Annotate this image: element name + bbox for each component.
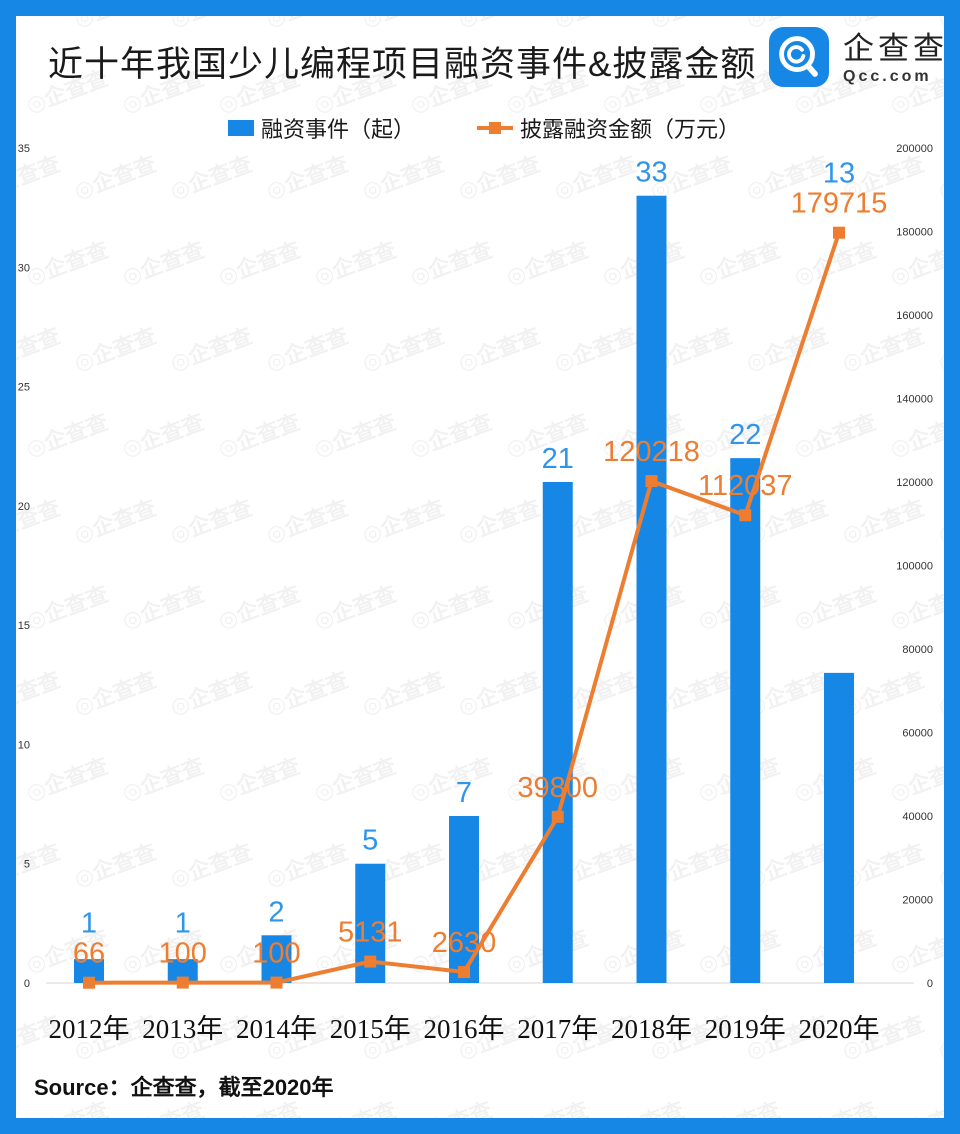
bar-value-label-2016年: 7	[456, 777, 472, 809]
line-value-label-2019年: 112037	[698, 470, 793, 502]
line-marker-2020年	[833, 226, 845, 239]
right-axis-tick: 200000	[896, 143, 933, 155]
left-axis-tick: 10	[18, 739, 30, 751]
right-axis-tick: 100000	[896, 561, 933, 573]
x-axis-label-2016年: 2016年	[424, 1014, 505, 1044]
bar-value-label-2018年: 33	[635, 157, 667, 189]
line-marker-2018年	[645, 475, 658, 488]
bar-2012年	[74, 959, 104, 983]
left-axis-tick: 25	[18, 382, 30, 394]
qcc-logo-icon	[768, 26, 830, 93]
bar-value-label-2013年: 1	[175, 908, 191, 940]
bar-2013年	[167, 959, 198, 983]
right-axis-tick: 160000	[896, 310, 933, 322]
page-title: 近十年我国少儿编程项目融资事件&披露金额	[48, 45, 757, 84]
line-marker-2017年	[551, 810, 564, 823]
qcc-logo-domain: Qcc.com	[843, 67, 932, 85]
bar-value-label-2015年: 5	[362, 825, 378, 857]
right-axis-tick: 120000	[896, 477, 933, 489]
x-axis-label-2018年: 2018年	[611, 1014, 692, 1044]
x-axis-label-2013年: 2013年	[142, 1014, 223, 1044]
line-marker-2019年	[739, 509, 752, 522]
x-axis-label-2019年: 2019年	[705, 1014, 786, 1044]
right-axis-tick: 0	[927, 978, 933, 990]
bar-swatch-icon	[228, 120, 254, 136]
left-axis-tick: 30	[18, 262, 30, 274]
line-marker-2013年	[176, 976, 189, 989]
x-axis-label-2017年: 2017年	[517, 1014, 598, 1044]
legend-label-line: 披露融资金额（万元）	[520, 117, 741, 142]
line-marker-2012年	[83, 976, 95, 989]
left-axis-tick: 35	[18, 143, 30, 155]
qcc-logo-text: 企查查 Qcc.com	[843, 31, 948, 85]
right-axis-tick: 60000	[902, 728, 933, 740]
x-axis-label-2015年: 2015年	[330, 1014, 411, 1044]
legend-item-line: 披露融资金额（万元）	[477, 112, 740, 144]
right-axis-tick: 140000	[896, 394, 933, 406]
x-axis-label-2012年: 2012年	[49, 1014, 130, 1044]
chart-canvas: 0510152025303502000040000600008000010000…	[18, 143, 933, 1044]
source-note: Source：企查查，截至2020年	[34, 1075, 334, 1100]
bar-2020年	[824, 672, 854, 983]
right-axis-tick: 180000	[896, 227, 933, 239]
line-value-label-2020年: 179715	[791, 188, 888, 220]
bar-2018年	[636, 195, 667, 983]
bar-2017年	[542, 482, 573, 983]
line-value-label-2015年: 5131	[338, 917, 403, 949]
line-marker-2016年	[458, 966, 470, 979]
bar-value-label-2020年: 13	[823, 158, 855, 190]
line-value-label-2014年: 100	[252, 938, 300, 970]
left-axis-tick: 15	[18, 620, 30, 632]
x-axis-label-2020年: 2020年	[799, 1014, 880, 1044]
line-marker-2015年	[364, 955, 377, 968]
chart-legend: 融资事件（起） 披露融资金额（万元）	[228, 112, 740, 144]
right-axis-tick: 20000	[902, 895, 933, 907]
line-value-label-2016年: 2630	[432, 927, 497, 959]
left-axis-tick: 5	[24, 859, 30, 871]
line-value-label-2013年: 100	[159, 938, 207, 970]
right-axis-tick: 80000	[902, 644, 933, 656]
line-value-label-2012年: 66	[73, 938, 105, 970]
left-axis-tick: 20	[18, 501, 30, 513]
line-swatch-icon	[477, 122, 514, 134]
right-axis-tick: 40000	[902, 811, 933, 823]
left-axis-tick: 0	[24, 978, 30, 990]
bar-value-label-2017年: 21	[542, 443, 574, 475]
qcc-logo: 企查查 Qcc.com	[768, 26, 948, 93]
qcc-logo-name: 企查查	[843, 31, 948, 67]
bar-2019年	[730, 458, 761, 984]
bar-value-label-2014年: 2	[268, 896, 284, 928]
line-marker-2014年	[270, 976, 283, 989]
bar-value-label-2012年: 1	[81, 908, 97, 940]
legend-item-bar: 融资事件（起）	[228, 112, 415, 144]
bar-value-label-2019年: 22	[729, 419, 761, 451]
line-value-label-2017年: 39800	[517, 772, 598, 804]
line-value-label-2018年: 120218	[603, 436, 700, 468]
legend-label-bar: 融资事件（起）	[261, 117, 416, 142]
x-axis-label-2014年: 2014年	[236, 1014, 317, 1044]
bar-2014年	[261, 935, 292, 983]
